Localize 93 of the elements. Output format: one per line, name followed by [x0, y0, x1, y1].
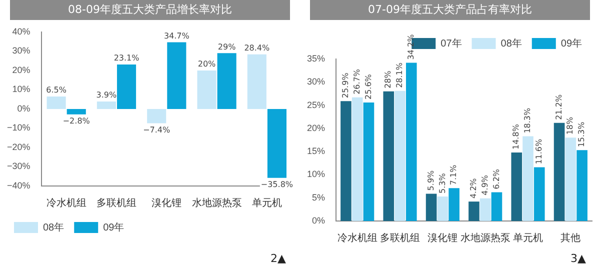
x-tick-label: 多联机组	[380, 232, 420, 244]
y-tick-label: 5%	[312, 192, 326, 202]
y-tick-label: −30%	[6, 161, 30, 172]
x-tick-label: 冷水机组	[337, 232, 378, 244]
data-label: 5.9%	[426, 170, 436, 191]
bar	[66, 109, 86, 114]
data-label: 29%	[218, 42, 236, 52]
data-label: 11.6%	[534, 138, 544, 164]
bar	[197, 70, 216, 109]
bar	[247, 54, 266, 109]
data-label: 28.4%	[244, 43, 270, 52]
x-tick-label: 水地源热泵	[192, 196, 242, 209]
bar	[426, 194, 437, 221]
bar	[46, 96, 66, 109]
legend-label: 07年	[440, 37, 462, 50]
x-tick-label: 单元机	[252, 196, 282, 209]
bar	[217, 53, 236, 109]
y-tick-label: 0%	[17, 103, 30, 114]
y-tick-label: −20%	[6, 142, 30, 152]
data-label: 7.1%	[449, 164, 458, 186]
y-tick-label: −10%	[6, 122, 30, 133]
bar	[534, 167, 545, 221]
data-label: 25.9%	[341, 72, 350, 98]
y-tick-label: 0%	[312, 215, 326, 226]
chart-title: 07-09年度五大类产品占有率对比	[310, 0, 590, 20]
y-tick-label: 25%	[307, 100, 326, 110]
bar	[437, 196, 448, 221]
x-tick-label: 多联机组	[96, 196, 136, 209]
bar	[383, 91, 394, 221]
data-label: 4.2%	[469, 178, 478, 199]
data-label: 18.3%	[523, 107, 532, 134]
data-label: 6.5%	[46, 86, 67, 95]
bar	[363, 102, 374, 221]
bar	[511, 152, 522, 221]
y-tick-label: 10%	[12, 84, 30, 94]
data-label: 34.7%	[164, 31, 190, 40]
data-label: 26.7%	[352, 68, 362, 94]
y-tick-label: 20%	[307, 122, 326, 133]
data-label: 5.3%	[438, 172, 447, 194]
chart-title: 08-09年度五大类产品增长率对比	[10, 0, 290, 20]
bar	[340, 101, 352, 221]
text: 2▲	[270, 252, 286, 265]
bar	[491, 192, 502, 221]
bar	[167, 42, 186, 109]
x-tick-label: 冷水机组	[46, 196, 86, 209]
bar	[394, 90, 406, 221]
data-label: 6.2%	[492, 168, 501, 190]
bar	[116, 64, 136, 109]
bar	[147, 109, 166, 124]
x-tick-label: 水地源热泵	[460, 232, 510, 244]
data-label: 21.2%	[554, 94, 564, 120]
bar	[480, 198, 491, 221]
legend-label: 09年	[560, 37, 582, 50]
y-tick-label: −40%	[6, 180, 30, 190]
bar	[554, 122, 565, 221]
data-label: 4.9%	[480, 174, 490, 196]
y-tick-label: 30%	[307, 76, 326, 87]
text: 3▲	[570, 252, 586, 265]
bar	[576, 150, 588, 221]
y-tick-label: 20%	[12, 64, 30, 75]
y-tick-label: 35%	[307, 53, 326, 64]
x-tick-label: 溴化锂	[428, 232, 458, 244]
legend-label: 08年	[500, 37, 522, 50]
x-tick-label: 溴化锂	[152, 196, 182, 209]
bar	[448, 188, 460, 221]
y-tick-label: 15%	[307, 146, 326, 156]
bar	[468, 202, 480, 221]
data-label: 3.9%	[96, 90, 118, 100]
legend-label: 08年	[43, 221, 64, 234]
bar	[565, 138, 576, 221]
x-tick-label: 其他	[560, 232, 581, 244]
data-label: 28.1%	[395, 62, 404, 88]
bar	[96, 101, 116, 109]
bar	[352, 97, 363, 221]
y-tick-label: 40%	[12, 26, 30, 36]
legend-label: 09年	[103, 221, 124, 234]
bar	[522, 136, 534, 221]
y-tick-label: 10%	[307, 169, 326, 180]
data-label: 18%	[566, 116, 575, 135]
bar	[406, 62, 417, 221]
data-label: 28%	[384, 70, 393, 88]
data-label: −35.8%	[260, 180, 294, 189]
data-label: 25.6%	[364, 74, 373, 100]
data-label: −2.8%	[62, 116, 90, 126]
bar	[267, 109, 286, 178]
data-label: 20%	[198, 60, 216, 69]
x-tick-label: 单元机	[513, 232, 544, 244]
data-label: 23.1%	[114, 54, 140, 63]
data-label: 14.8%	[512, 124, 521, 150]
data-label: 34.2%	[406, 34, 416, 60]
data-label: 15.3%	[577, 121, 586, 148]
data-label: −7.4%	[143, 125, 171, 134]
y-tick-label: 30%	[12, 46, 30, 56]
